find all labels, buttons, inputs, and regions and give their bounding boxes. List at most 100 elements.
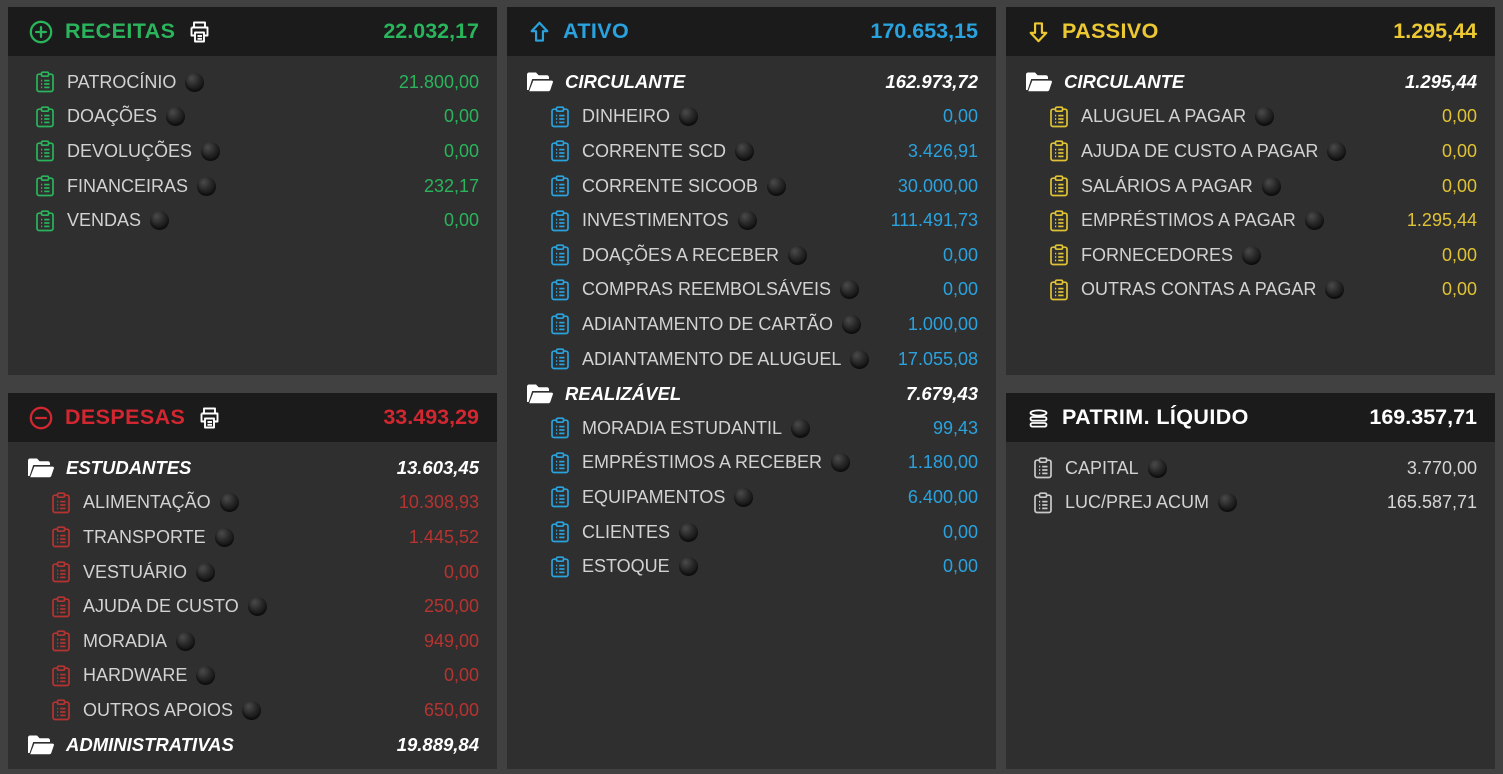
account-label: SALÁRIOS A PAGAR xyxy=(1081,175,1253,196)
account-label: AJUDA DE CUSTO A PAGAR xyxy=(1081,140,1319,161)
account-label: EMPRÉSTIMOS A RECEBER xyxy=(582,452,823,473)
account-row[interactable]: DEVOLUÇÕES 0,00 xyxy=(8,134,479,169)
account-row[interactable]: TRANSPORTE 1.445,52 xyxy=(8,520,479,555)
account-label: VENDAS xyxy=(67,210,142,231)
account-value: 1.445,52 xyxy=(408,526,479,547)
account-value: 0,00 xyxy=(942,244,978,265)
account-row[interactable]: CORRENTE SCD 3.426,91 xyxy=(507,134,978,169)
account-row[interactable]: DINHEIRO 0,00 xyxy=(507,100,978,135)
clipboard-icon xyxy=(51,596,71,618)
panel-passivo: PASSIVO 1.295,44 CIRCULANTE 1.295,44 ALU… xyxy=(1006,7,1495,375)
black-sphere-icon xyxy=(201,141,221,161)
printer-icon[interactable] xyxy=(187,20,212,44)
account-value: 165.587,71 xyxy=(1386,492,1477,513)
account-row[interactable]: ALUGUEL A PAGAR 0,00 xyxy=(1006,100,1477,135)
account-value: 1.295,44 xyxy=(1406,210,1477,231)
clipboard-icon xyxy=(1049,106,1069,128)
account-value: 650,00 xyxy=(423,699,479,720)
account-label: EQUIPAMENTOS xyxy=(582,486,726,507)
black-sphere-icon xyxy=(196,666,216,686)
black-sphere-icon xyxy=(735,141,755,161)
account-row[interactable]: FORNECEDORES 0,00 xyxy=(1006,238,1477,273)
account-row[interactable]: FINANCEIRAS 232,17 xyxy=(8,169,479,204)
account-value: 0,00 xyxy=(443,665,479,686)
account-label: CORRENTE SCD xyxy=(582,140,727,161)
account-row[interactable]: ADIANTAMENTO DE ALUGUEL 17.055,08 xyxy=(507,342,978,377)
account-group-row[interactable]: ADMINISTRATIVAS 19.889,84 xyxy=(8,728,479,763)
account-row[interactable]: MORADIA ESTUDANTIL 99,43 xyxy=(507,411,978,446)
panel-total: 22.032,17 xyxy=(383,19,479,43)
folder-open-icon xyxy=(1025,71,1052,93)
account-row[interactable]: CORRENTE SICOOB 30.000,00 xyxy=(507,169,978,204)
clipboard-icon xyxy=(51,561,71,583)
account-value: 99,43 xyxy=(932,417,978,438)
account-value: 0,00 xyxy=(1441,175,1477,196)
account-value: 3.770,00 xyxy=(1406,457,1477,478)
arrow-up-icon xyxy=(527,19,552,45)
account-value: 6.400,00 xyxy=(907,486,978,507)
account-label: ALUGUEL A PAGAR xyxy=(1081,106,1247,127)
account-row[interactable]: INVESTIMENTOS 111.491,73 xyxy=(507,203,978,238)
panel-total: 33.493,29 xyxy=(383,405,479,429)
account-row[interactable]: EMPRÉSTIMOS A RECEBER 1.180,00 xyxy=(507,446,978,481)
account-group-label: CIRCULANTE xyxy=(565,71,686,93)
account-group-row[interactable]: CIRCULANTE 1.295,44 xyxy=(1006,65,1477,100)
black-sphere-icon xyxy=(850,349,870,369)
account-row[interactable]: OUTROS APOIOS 650,00 xyxy=(8,693,479,728)
account-row[interactable]: VENDAS 0,00 xyxy=(8,203,479,238)
account-value: 232,17 xyxy=(423,175,479,196)
account-row[interactable]: EMPRÉSTIMOS A PAGAR 1.295,44 xyxy=(1006,203,1477,238)
account-row[interactable]: EQUIPAMENTOS 6.400,00 xyxy=(507,480,978,515)
clipboard-icon xyxy=(1033,492,1053,514)
folder-open-icon xyxy=(526,71,553,93)
account-row[interactable]: ESTOQUE 0,00 xyxy=(507,549,978,584)
black-sphere-icon xyxy=(678,557,698,577)
account-group-row[interactable]: REALIZÁVEL 7.679,43 xyxy=(507,376,978,411)
account-row[interactable]: PATROCÍNIO 21.800,00 xyxy=(8,65,479,100)
folder-open-icon xyxy=(27,457,54,479)
black-sphere-icon xyxy=(1261,176,1281,196)
account-value: 17.055,08 xyxy=(897,348,978,369)
black-sphere-icon xyxy=(1325,280,1345,300)
account-value: 0,00 xyxy=(443,561,479,582)
account-row[interactable]: VESTUÁRIO 0,00 xyxy=(8,555,479,590)
account-row[interactable]: ALIMENTAÇÃO 10.308,93 xyxy=(8,486,479,521)
account-label: TRANSPORTE xyxy=(83,526,206,547)
black-sphere-icon xyxy=(1147,458,1167,478)
account-row[interactable]: COMPRAS REEMBOLSÁVEIS 0,00 xyxy=(507,273,978,308)
account-label: CLIENTES xyxy=(582,521,671,542)
black-sphere-icon xyxy=(197,176,217,196)
account-row[interactable]: CAPITAL 3.770,00 xyxy=(1006,451,1477,486)
account-label: MORADIA xyxy=(83,630,168,651)
account-row[interactable]: DOAÇÕES A RECEBER 0,00 xyxy=(507,238,978,273)
account-row[interactable]: AJUDA DE CUSTO 250,00 xyxy=(8,589,479,624)
account-value: 10.308,93 xyxy=(398,492,479,513)
black-sphere-icon xyxy=(1218,493,1238,513)
account-row[interactable]: OUTRAS CONTAS A PAGAR 0,00 xyxy=(1006,273,1477,308)
account-group-value: 7.679,43 xyxy=(905,382,978,404)
account-row[interactable]: DOAÇÕES 0,00 xyxy=(8,100,479,135)
column-middle: ATIVO 170.653,15 CIRCULANTE 162.973,72 D… xyxy=(507,7,996,769)
panel-title: PATRIM. LÍQUIDO xyxy=(1062,405,1249,429)
clipboard-icon xyxy=(51,630,71,652)
account-label: COMPRAS REEMBOLSÁVEIS xyxy=(582,279,832,300)
account-label: FINANCEIRAS xyxy=(67,175,189,196)
clipboard-icon xyxy=(35,140,55,162)
account-row[interactable]: AJUDA DE CUSTO A PAGAR 0,00 xyxy=(1006,134,1477,169)
account-row[interactable]: CLIENTES 0,00 xyxy=(507,515,978,550)
account-row[interactable]: ADIANTAMENTO DE CARTÃO 1.000,00 xyxy=(507,307,978,342)
account-row[interactable]: MORADIA 949,00 xyxy=(8,624,479,659)
account-value: 0,00 xyxy=(1441,140,1477,161)
printer-icon[interactable] xyxy=(197,406,222,430)
account-row[interactable]: HARDWARE 0,00 xyxy=(8,659,479,694)
panel-passivo-rows: CIRCULANTE 1.295,44 ALUGUEL A PAGAR 0,00 xyxy=(1006,56,1495,375)
clipboard-icon xyxy=(550,521,570,543)
account-row[interactable]: SALÁRIOS A PAGAR 0,00 xyxy=(1006,169,1477,204)
clipboard-icon xyxy=(1049,175,1069,197)
black-sphere-icon xyxy=(737,211,757,231)
account-group-row[interactable]: ESTUDANTES 13.603,45 xyxy=(8,451,479,486)
clipboard-icon xyxy=(35,210,55,232)
account-group-row[interactable]: CIRCULANTE 162.973,72 xyxy=(507,65,978,100)
account-value: 949,00 xyxy=(423,630,479,651)
account-row[interactable]: LUC/PREJ ACUM 165.587,71 xyxy=(1006,486,1477,521)
